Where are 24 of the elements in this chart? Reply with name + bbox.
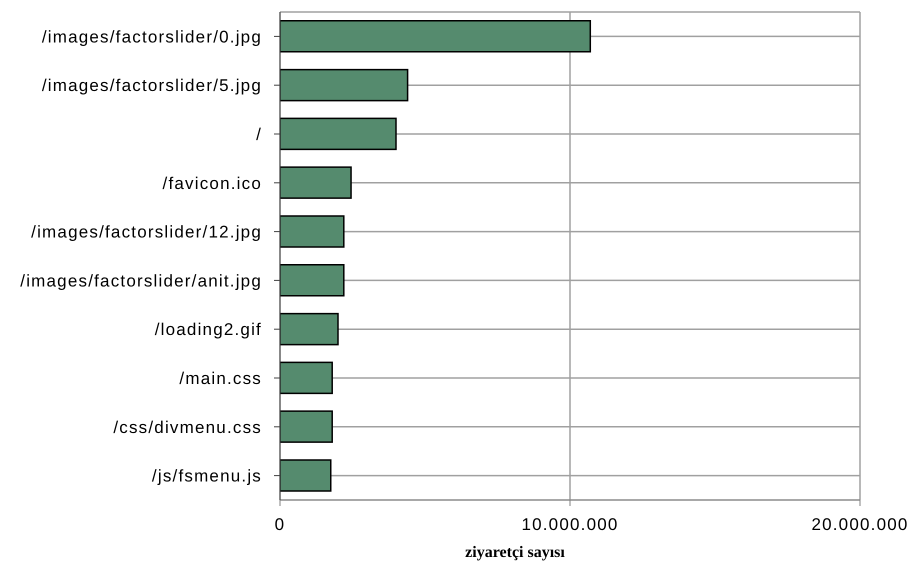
y-tick-label: /images/factorslider/12.jpg	[31, 222, 262, 242]
y-tick-label: /css/divmenu.css	[113, 418, 262, 437]
y-tick-label: /favicon.ico	[162, 174, 262, 193]
bar	[280, 118, 397, 150]
x-axis-title: ziyaretçi sayısı	[465, 544, 566, 561]
bar	[280, 410, 333, 443]
bar	[280, 20, 592, 53]
x-tick-label: 20.000.000	[811, 515, 908, 534]
bar	[280, 362, 333, 394]
y-tick-label: /js/fsmenu.js	[152, 466, 262, 486]
bar	[280, 215, 345, 248]
bar	[280, 459, 332, 492]
y-tick-label: /images/factorslider/5.jpg	[42, 76, 262, 96]
y-tick-label: /	[256, 125, 262, 144]
y-tick-label: /images/factorslider/0.jpg	[42, 27, 262, 46]
x-tick-label: 10.000.000	[521, 515, 619, 534]
x-tick-label: 0	[274, 515, 286, 534]
y-tick-label: /images/factorslider/anit.jpg	[20, 271, 262, 290]
bar	[280, 264, 345, 297]
bar	[280, 166, 352, 199]
y-tick-label: /main.css	[179, 369, 262, 388]
bar	[280, 68, 408, 102]
bar	[280, 312, 339, 346]
y-tick-label: /loading2.gif	[154, 320, 262, 340]
